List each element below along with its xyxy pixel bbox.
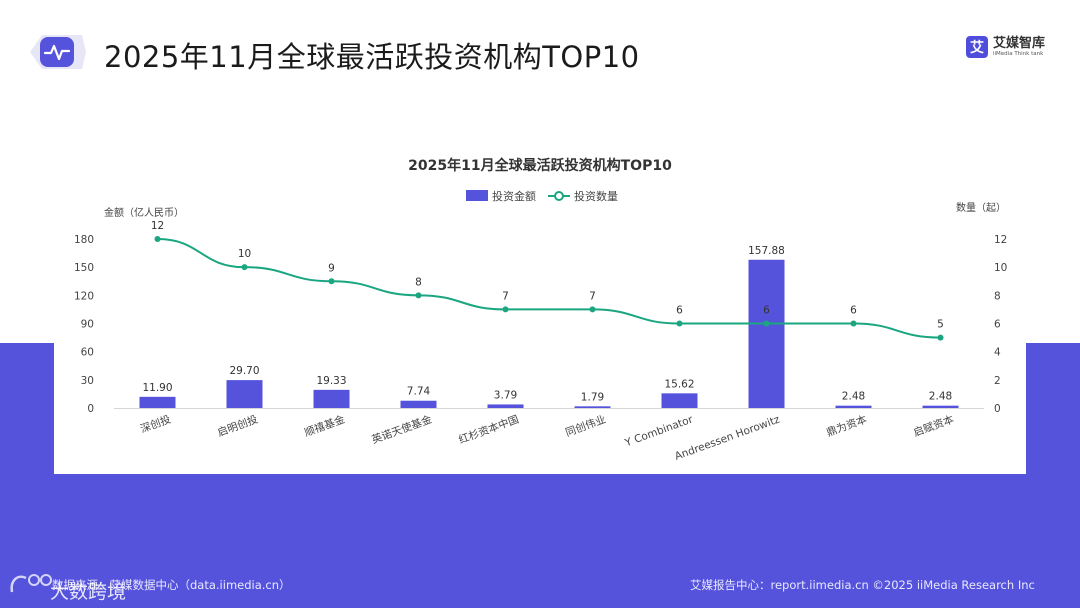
line-point (154, 236, 161, 242)
brand-mark: 艾 (966, 36, 988, 58)
page-title: 2025年11月全球最活跃投资机构TOP10 (104, 40, 640, 74)
bar (400, 400, 437, 408)
bar (748, 259, 785, 408)
line-point (415, 292, 422, 299)
y-tick-right: 2 (994, 375, 1001, 387)
line-value-label: 9 (328, 262, 335, 274)
line-value-label: 6 (850, 305, 857, 317)
y-axis-left-title: 金额（亿人民币） (104, 206, 184, 219)
x-tick-label: Y Combinator (623, 413, 696, 449)
y-tick-left: 90 (81, 319, 94, 331)
x-tick-label: 启赋资本 (912, 412, 956, 439)
y-tick-right: 8 (994, 290, 1001, 302)
pulse-icon (30, 35, 86, 69)
y-tick-left: 150 (74, 262, 94, 274)
line-value-label: 8 (415, 276, 422, 288)
bar (922, 405, 959, 408)
footer-source: 数据来源：艾媒数据中心（data.iimedia.cn） (52, 578, 291, 592)
bar (574, 406, 611, 408)
line-value-label: 12 (151, 220, 164, 232)
y-tick-right: 4 (994, 347, 1001, 359)
x-tick-label: 同创伟业 (564, 413, 608, 440)
bar-value-label: 3.79 (494, 389, 517, 401)
bar-value-label: 15.62 (664, 378, 694, 390)
line-point (241, 264, 248, 271)
bar (835, 405, 872, 408)
bar (487, 404, 524, 408)
line-value-label: 10 (238, 248, 251, 260)
legend-marker-line (554, 191, 564, 201)
line-value-label: 6 (763, 305, 770, 317)
y-tick-right: 6 (994, 319, 1001, 331)
bar (661, 393, 698, 408)
y-tick-left: 0 (87, 403, 94, 415)
line-value-label: 6 (676, 305, 683, 317)
y-tick-left: 120 (74, 290, 94, 302)
x-tick-label: 启明创投 (216, 412, 260, 439)
bar-value-label: 19.33 (316, 375, 346, 387)
y-tick-left: 30 (81, 375, 94, 387)
bar (139, 396, 176, 408)
brand-name: 艾媒智库 (993, 35, 1046, 51)
line-point (763, 320, 770, 327)
legend-label-bar: 投资金额 (492, 189, 536, 203)
line-point (328, 278, 335, 285)
bar-value-label: 29.70 (229, 365, 259, 377)
line-value-label: 7 (502, 290, 509, 302)
bar (226, 380, 263, 408)
chart-title: 2025年11月全球最活跃投资机构TOP10 (408, 157, 672, 174)
x-tick-label: 鼎为资本 (825, 412, 869, 439)
y-tick-right: 12 (994, 234, 1007, 246)
line-point (589, 306, 596, 313)
bar-value-label: 2.48 (929, 391, 952, 403)
y-tick-left: 60 (81, 347, 94, 359)
footer-report: 艾媒报告中心：report.iimedia.cn ©2025 iiMedia R… (690, 578, 1035, 592)
line-point (502, 306, 509, 313)
legend-swatch-bar (466, 190, 488, 201)
y-axis-right-title: 数量（起） (956, 201, 1006, 214)
x-tick-label: 红杉资本中国 (457, 413, 521, 447)
bar-value-label: 2.48 (842, 391, 865, 403)
bar-value-label: 7.74 (407, 386, 431, 398)
bar-value-label: 157.88 (748, 245, 785, 257)
x-tick-label: 英诺天使基金 (370, 412, 434, 446)
line-value-label: 7 (589, 290, 596, 302)
y-tick-right: 10 (994, 262, 1007, 274)
watermark-text: 大数跨境 (50, 581, 126, 603)
line-value-label: 5 (937, 319, 944, 331)
line-point (676, 320, 683, 327)
y-tick-left: 180 (74, 234, 94, 246)
x-tick-label: 深创投 (138, 412, 173, 435)
line-series-count (157, 238, 941, 339)
bar-value-label: 11.90 (142, 382, 172, 394)
x-tick-label: 顺禧基金 (303, 412, 347, 439)
bar (313, 389, 350, 408)
watermark-logo: 大数跨境 (10, 574, 126, 603)
y-tick-right: 0 (994, 403, 1001, 415)
chart-card: 2025年11月全球最活跃投资机构TOP10 投资金额 投资数量金额（亿人民币） 数量… (54, 130, 1026, 474)
bar-value-label: 1.79 (581, 391, 604, 403)
line-point (937, 334, 944, 341)
brand-sub: iiMedia Think tank (993, 50, 1044, 57)
legend-label-line: 投资数量 (574, 189, 618, 203)
line-point (850, 320, 857, 327)
brand-logo: 艾 艾媒智库 iiMedia Think tank (966, 36, 1045, 58)
